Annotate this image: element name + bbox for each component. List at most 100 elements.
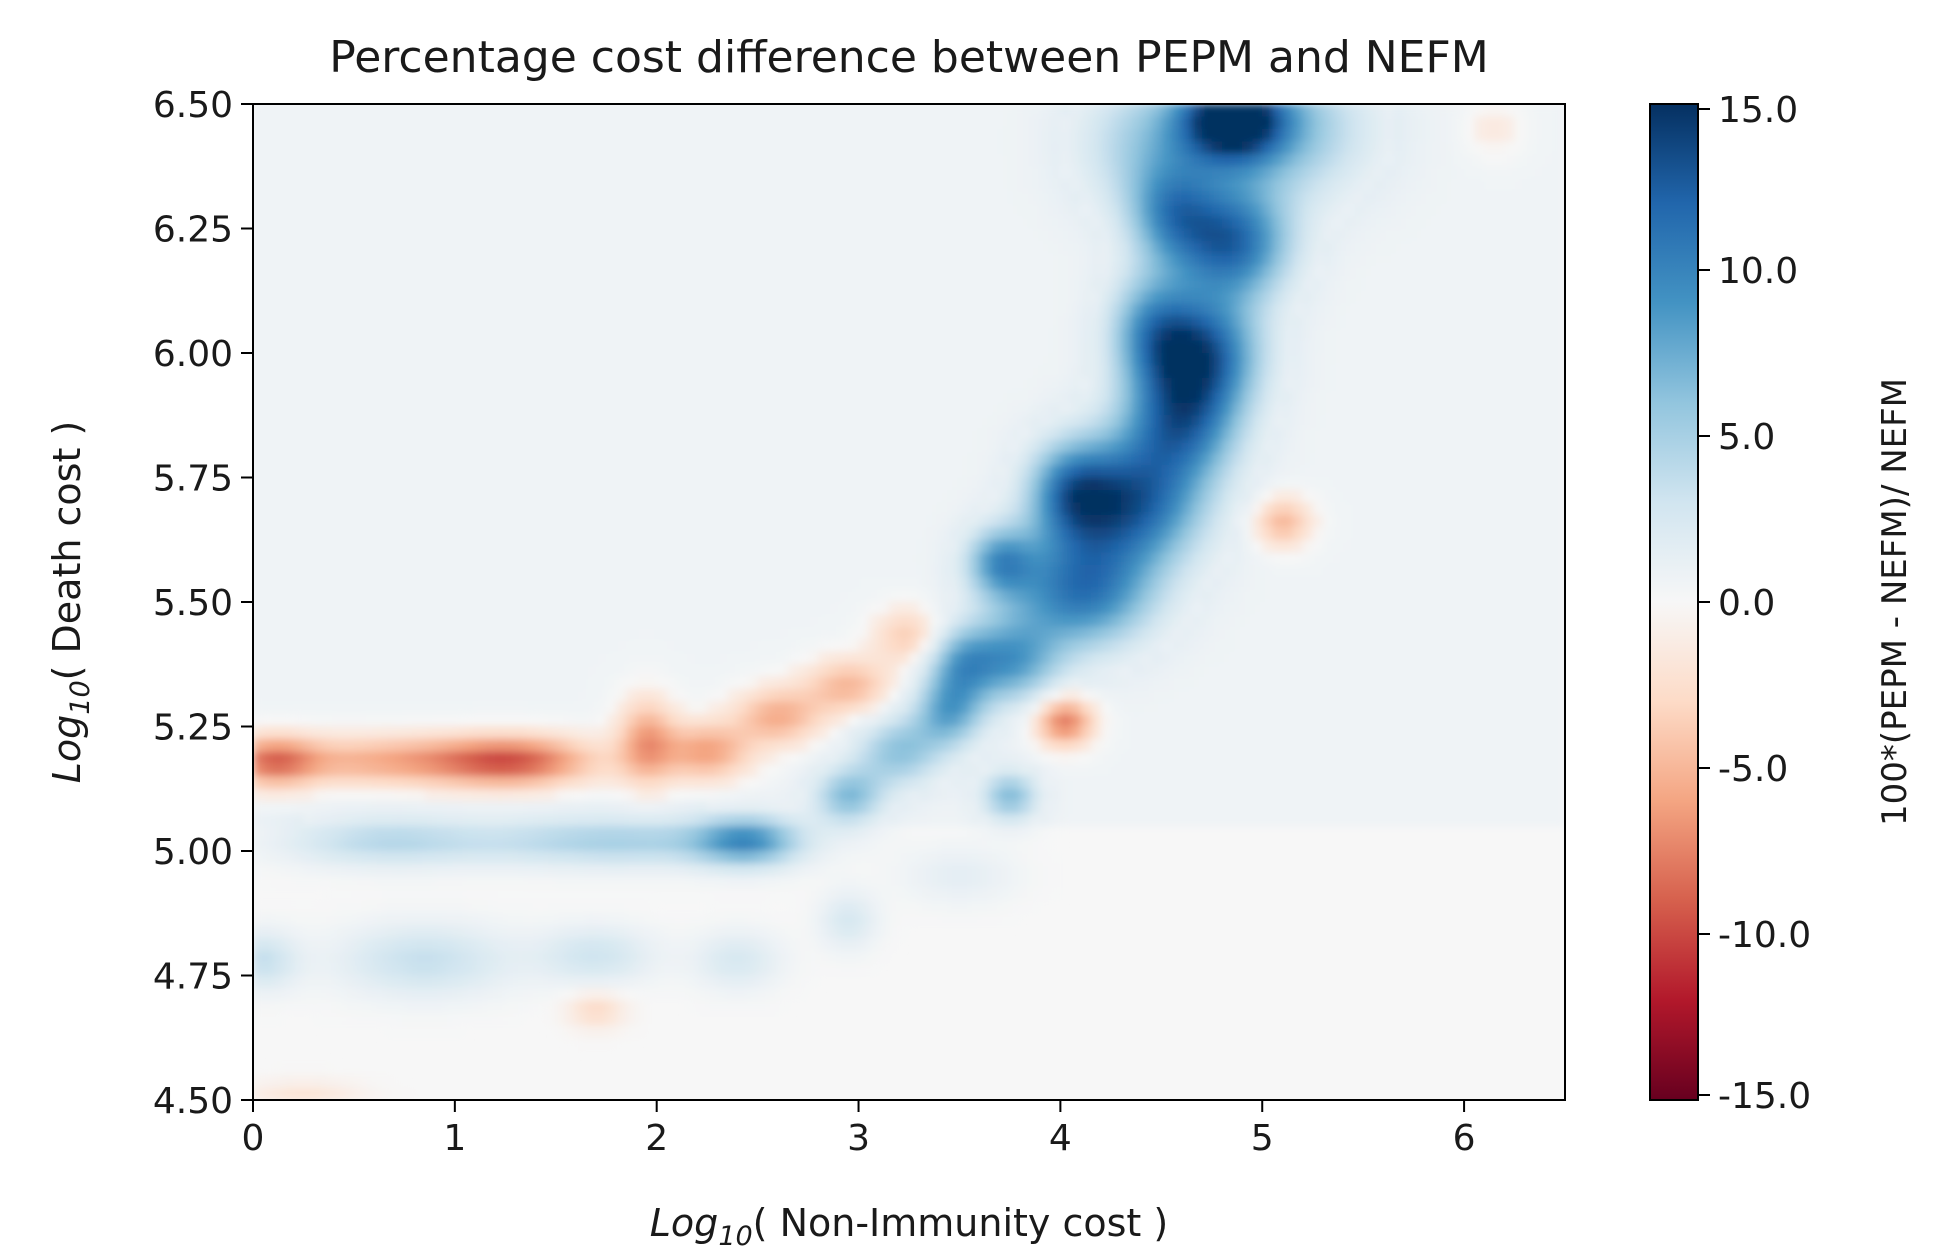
heatmap-cell [979, 228, 991, 242]
heatmap-cell [1413, 427, 1425, 441]
heatmap-cell [616, 440, 628, 454]
heatmap-cell [424, 290, 436, 304]
heatmap-cell [1141, 539, 1152, 553]
heatmap-cell [666, 415, 678, 429]
heatmap-cell [464, 465, 476, 479]
heatmap-cell [1534, 489, 1546, 503]
heatmap-cell [303, 240, 315, 254]
heatmap-cell [636, 514, 648, 528]
heatmap-cell [636, 502, 648, 516]
heatmap-cell [1524, 228, 1536, 242]
heatmap-cell [838, 415, 850, 429]
heatmap-cell [333, 502, 345, 516]
heatmap-cell [424, 178, 436, 192]
heatmap-cell [616, 452, 628, 466]
heatmap-cell [1231, 104, 1243, 118]
heatmap-cell [1514, 178, 1526, 192]
heatmap-cell [909, 353, 920, 367]
heatmap-cell [253, 178, 264, 192]
heatmap-cell [747, 402, 759, 416]
heatmap-cell [263, 128, 274, 142]
heatmap-cell [293, 203, 305, 217]
heatmap-cell [989, 128, 1001, 142]
heatmap-cell [1009, 527, 1021, 541]
heatmap-cell [878, 452, 890, 466]
heatmap-cell [838, 203, 850, 217]
heatmap-cell [1201, 278, 1213, 292]
heatmap-cell [1474, 377, 1485, 391]
heatmap-cell [1211, 489, 1223, 503]
heatmap-cell [1332, 191, 1344, 205]
heatmap-cell [686, 128, 698, 142]
heatmap-cell [404, 564, 416, 578]
heatmap-cell [1373, 402, 1384, 416]
heatmap-cell [1504, 290, 1516, 304]
heatmap-cell [353, 153, 365, 167]
heatmap-cell [1403, 427, 1415, 441]
heatmap-cell [888, 452, 900, 466]
heatmap-cell [475, 178, 486, 192]
heatmap-cell [1504, 104, 1516, 118]
heatmap-cell [454, 340, 466, 354]
heatmap-cell [737, 527, 749, 541]
heatmap-cell [1110, 303, 1122, 317]
heatmap-cell [717, 340, 728, 354]
heatmap-cell [424, 527, 436, 541]
heatmap-cell [1312, 240, 1324, 254]
heatmap-cell [747, 552, 759, 566]
heatmap-cell [1312, 527, 1324, 541]
heatmap-cell [1242, 465, 1253, 479]
heatmap-cell [1373, 240, 1384, 254]
heatmap-cell [535, 415, 547, 429]
heatmap-cell [1342, 527, 1354, 541]
heatmap-cell [1262, 290, 1273, 304]
heatmap-cell [1312, 365, 1324, 379]
heatmap-cell [1050, 390, 1061, 404]
heatmap-cell [1433, 552, 1445, 566]
heatmap-cell [283, 240, 294, 254]
heatmap-cell [505, 253, 516, 267]
heatmap-cell [1282, 353, 1294, 367]
heatmap-cell [1342, 440, 1354, 454]
heatmap-cell [1403, 340, 1415, 354]
heatmap-cell [1060, 253, 1072, 267]
heatmap-cell [1100, 465, 1112, 479]
heatmap-cell [1120, 527, 1132, 541]
heatmap-cell [666, 564, 678, 578]
heatmap-cell [1322, 141, 1334, 155]
heatmap-cell [1100, 365, 1112, 379]
heatmap-cell [1383, 253, 1395, 267]
heatmap-cell [1423, 178, 1435, 192]
heatmap-cell [919, 340, 930, 354]
heatmap-cell [888, 116, 900, 130]
heatmap-cell [1312, 440, 1324, 454]
heatmap-cell [767, 328, 779, 342]
heatmap-cell [1403, 303, 1415, 317]
heatmap-cell [1161, 216, 1172, 230]
heatmap-cell [1363, 290, 1374, 304]
heatmap-cell [929, 191, 940, 205]
heatmap-cell [1373, 514, 1384, 528]
heatmap-cell [1181, 253, 1193, 267]
heatmap-cell [1302, 564, 1314, 578]
heatmap-cell [485, 365, 496, 379]
heatmap-cell [1221, 539, 1233, 553]
heatmap-cell [646, 191, 658, 205]
heatmap-cell [293, 452, 305, 466]
heatmap-cell [1171, 527, 1183, 541]
heatmap-cell [444, 315, 456, 329]
heatmap-cell [515, 240, 527, 254]
heatmap-cell [374, 315, 385, 329]
heatmap-cell [1544, 552, 1556, 566]
heatmap-cell [858, 290, 870, 304]
heatmap-cell [1120, 502, 1132, 516]
heatmap-cell [656, 365, 668, 379]
heatmap-cell [1514, 104, 1526, 118]
heatmap-cell [424, 253, 436, 267]
heatmap-cell [394, 191, 405, 205]
heatmap-cell [979, 290, 991, 304]
heatmap-cell [1353, 552, 1364, 566]
heatmap-cell [949, 340, 961, 354]
heatmap-cell [515, 141, 527, 155]
heatmap-cell [697, 514, 708, 528]
